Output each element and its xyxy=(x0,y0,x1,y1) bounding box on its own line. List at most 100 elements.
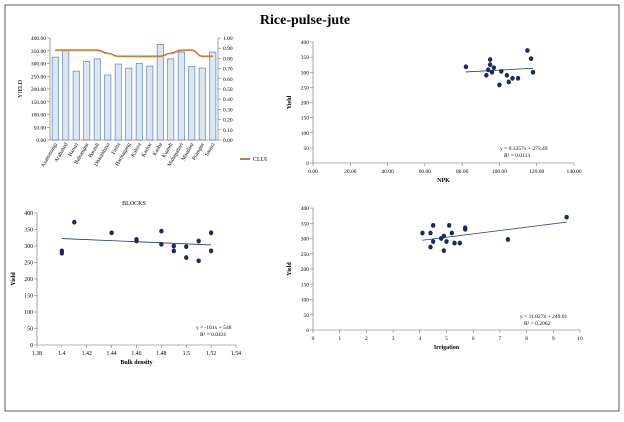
y-tick-label: 400 xyxy=(301,206,310,212)
bar xyxy=(93,58,101,141)
data-point xyxy=(134,238,139,244)
data-point xyxy=(530,69,536,75)
data-point xyxy=(564,214,569,220)
y2-tick-label: 0.60 xyxy=(223,77,233,83)
r-squared: R² = 0.0113 xyxy=(504,153,530,159)
data-point xyxy=(491,65,497,71)
x-tick-label: 40.00 xyxy=(381,169,394,175)
x-tick-label: 1.4 xyxy=(58,351,65,357)
data-point xyxy=(59,250,65,256)
bar xyxy=(188,66,196,141)
data-point xyxy=(446,222,452,228)
y-tick-label: 250.00 xyxy=(31,74,46,80)
y-tick-label: 400.00 xyxy=(31,36,46,42)
data-point xyxy=(159,241,164,247)
y-tick-label: 150 xyxy=(301,282,310,288)
bar xyxy=(167,58,175,141)
bar xyxy=(135,63,143,141)
x-tick-label: 4 xyxy=(418,336,421,342)
data-point xyxy=(504,72,510,78)
y-tick-label: 0 xyxy=(306,328,309,334)
series-line xyxy=(55,50,213,58)
y-tick-label: 350 xyxy=(301,221,310,227)
data-point xyxy=(484,72,489,78)
data-point xyxy=(489,69,495,75)
x-tick-label: Fatha xyxy=(111,142,123,156)
data-point xyxy=(109,230,114,236)
r-squared: R² = 0.0431 xyxy=(200,332,227,338)
bulk-density-chart: 0 50 100 150 200 250 300 350 400 1.38 1.4 1.42 1.44 1… xyxy=(11,211,241,366)
data-point xyxy=(420,230,425,236)
y-tick-label: 300 xyxy=(301,237,310,243)
y2-tick-label: 0.40 xyxy=(223,97,233,103)
data-point xyxy=(463,64,469,70)
x-tick-label: 120.00 xyxy=(529,169,544,175)
x-tick-label: 1.38 xyxy=(32,351,42,357)
bar xyxy=(114,63,122,141)
y-tick-label: 150 xyxy=(24,294,33,300)
y-tick-label: 400 xyxy=(24,211,33,217)
y-axis-title: YIELD xyxy=(18,79,24,98)
x-axis-title: Bulk density xyxy=(120,360,152,366)
data-point xyxy=(449,230,455,236)
data-point xyxy=(428,230,433,236)
y2-tick-label: 0.80 xyxy=(223,56,233,62)
y2-tick-label: 0.10 xyxy=(223,128,233,134)
irrigation-chart: 0 50 100 150 200 250 300 350 400 0 1 2 3 4 5 6 7 8 9 10 y = … xyxy=(287,206,583,351)
y-tick-label: 200 xyxy=(301,101,310,107)
data-point xyxy=(462,226,468,232)
trend-equation: y = -161x + 548 xyxy=(196,325,232,331)
page-title: Rice-pulse-jute xyxy=(260,13,350,28)
trend-equation: y = 0.3357x + 273.49 xyxy=(500,146,548,152)
data-point xyxy=(430,239,436,244)
y-axis-title: Yield xyxy=(287,262,293,276)
data-point xyxy=(441,233,447,239)
y-tick-label: 350 xyxy=(24,228,33,234)
x-tick-label: 1.42 xyxy=(82,351,92,357)
x-tick-label: 5 xyxy=(445,336,448,342)
bar xyxy=(62,50,70,141)
y-tick-label: 200 xyxy=(301,267,310,273)
legend-label: CLUI xyxy=(253,157,267,163)
x-tick-label: 1.44 xyxy=(107,351,117,357)
y-tick-label: 100 xyxy=(301,131,310,137)
data-point xyxy=(505,237,511,242)
y-tick-label: 400 xyxy=(301,40,310,46)
y2-tick-label: 1.00 xyxy=(223,36,233,42)
data-point xyxy=(441,248,447,254)
y-tick-label: 0 xyxy=(30,343,33,349)
data-point xyxy=(159,228,164,234)
x-axis-title: Irrigation xyxy=(434,345,460,351)
bar xyxy=(83,61,91,141)
x-tick-label: 6 xyxy=(472,336,475,342)
x-tick-label: 20.00 xyxy=(344,169,357,175)
y-tick-label: 50 xyxy=(304,313,310,319)
data-point xyxy=(72,219,77,225)
data-point xyxy=(196,238,201,244)
data-point xyxy=(497,82,502,88)
bar xyxy=(72,70,80,141)
y-tick-label: 300.00 xyxy=(31,62,46,68)
x-tick-label: 10 xyxy=(577,336,583,342)
x-tick-label: 7 xyxy=(499,336,502,342)
y-tick-label: 150.00 xyxy=(31,100,46,106)
x-tick-label: 1.48 xyxy=(156,351,166,357)
y-tick-label: 350 xyxy=(301,55,310,61)
y-tick-label: 350.00 xyxy=(31,49,46,55)
data-point xyxy=(196,258,201,264)
data-point xyxy=(444,239,449,244)
npk-chart: 0 50 100 150 200 250 300 350 400 0.00 20.00 40.00 60… xyxy=(287,40,582,184)
y2-tick-label: 0.30 xyxy=(223,107,233,113)
y-tick-label: 250 xyxy=(301,252,310,258)
y-tick-label: 250 xyxy=(24,261,33,267)
x-tick-label: 80.00 xyxy=(456,169,469,175)
x-tick-label: 1.54 xyxy=(231,351,241,357)
data-point xyxy=(208,248,214,254)
data-point xyxy=(171,248,177,254)
y2-tick-label: 0.50 xyxy=(223,87,233,93)
y-tick-label: 0.00 xyxy=(36,138,46,144)
bar xyxy=(209,51,217,141)
trend-line xyxy=(422,221,567,241)
data-point xyxy=(184,244,189,250)
